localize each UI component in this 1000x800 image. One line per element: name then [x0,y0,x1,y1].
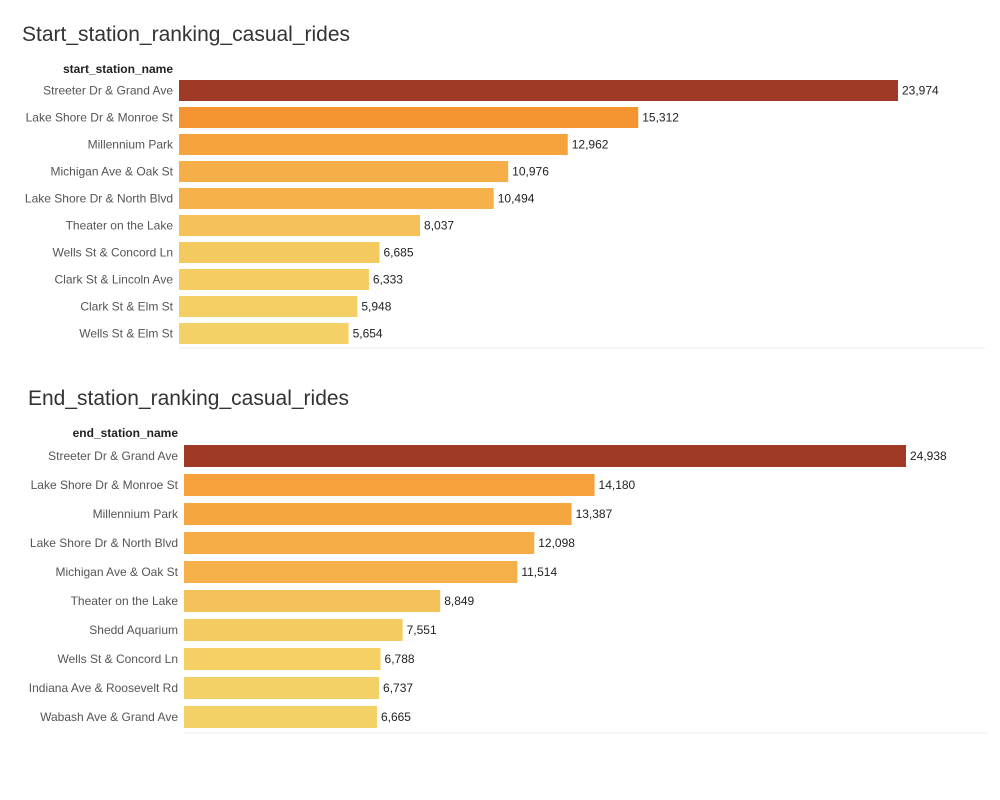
start-bar [179,323,349,344]
end-bar [184,706,377,728]
end-category-label: Lake Shore Dr & North Blvd [30,536,178,550]
end-bar [184,474,595,496]
start-category-label: Wells St & Elm St [79,327,173,341]
end-chart-title: End_station_ranking_casual_rides [28,387,350,410]
end-category-label: Millennium Park [93,507,179,521]
start-category-label: Clark St & Elm St [80,300,173,314]
end-category-label: Lake Shore Dr & Monroe St [31,478,179,492]
end-bar [184,532,535,554]
start-bar [179,134,568,155]
start-value-label: 10,494 [498,192,535,206]
end-value-label: 14,180 [599,478,636,492]
start-value-label: 6,685 [383,246,413,260]
end-category-label: Streeter Dr & Grand Ave [48,449,178,463]
end-bar [184,445,906,467]
start-category-label: Theater on the Lake [66,219,174,233]
end-category-label: Michigan Ave & Oak St [55,565,178,579]
start-category-label: Clark St & Lincoln Ave [54,273,173,287]
start-value-label: 23,974 [902,84,939,98]
end-category-label: Wells St & Concord Ln [58,652,179,666]
start-value-label: 15,312 [642,111,679,125]
end-value-label: 6,788 [385,652,415,666]
end-bar [184,503,572,525]
end-value-label: 7,551 [407,623,437,637]
start-bar [179,296,358,317]
end-value-label: 6,737 [383,681,413,695]
start-bar [179,269,369,290]
start-bar [179,215,421,236]
start-bar [179,242,380,263]
start-category-label: Lake Shore Dr & Monroe St [26,111,174,125]
end-category-label: Wabash Ave & Grand Ave [40,710,178,724]
end-bar [184,648,381,670]
start-value-label: 5,948 [361,300,391,314]
start-category-label: Lake Shore Dr & North Blvd [25,192,173,206]
end-dimension-label: end_station_name [73,426,179,440]
start-value-label: 5,654 [353,327,383,341]
end-value-label: 12,098 [538,536,575,550]
start-bar [179,80,898,101]
end-value-label: 24,938 [910,449,947,463]
start-bar [179,161,509,182]
start-category-label: Millennium Park [88,138,174,152]
end-value-label: 6,665 [381,710,411,724]
start-value-label: 8,037 [424,219,454,233]
end-category-label: Theater on the Lake [71,594,179,608]
end-bar [184,619,403,641]
start-value-label: 12,962 [572,138,609,152]
start-value-label: 6,333 [373,273,403,287]
end-category-label: Indiana Ave & Roosevelt Rd [29,681,178,695]
start-bar [179,188,494,209]
end-value-label: 13,387 [576,507,613,521]
start-category-label: Michigan Ave & Oak St [50,165,173,179]
start-bar [179,107,639,128]
end-bar [184,561,518,583]
end-value-label: 8,849 [444,594,474,608]
start-chart-title: Start_station_ranking_casual_rides [22,23,351,46]
end-category-label: Shedd Aquarium [89,623,178,637]
end-bar [184,590,441,612]
end-value-label: 11,514 [521,565,557,579]
start-dimension-label: start_station_name [63,62,173,76]
end-bar [184,677,380,699]
start-category-label: Wells St & Concord Ln [53,246,174,260]
start-value-label: 10,976 [512,165,549,179]
start-category-label: Streeter Dr & Grand Ave [43,84,173,98]
